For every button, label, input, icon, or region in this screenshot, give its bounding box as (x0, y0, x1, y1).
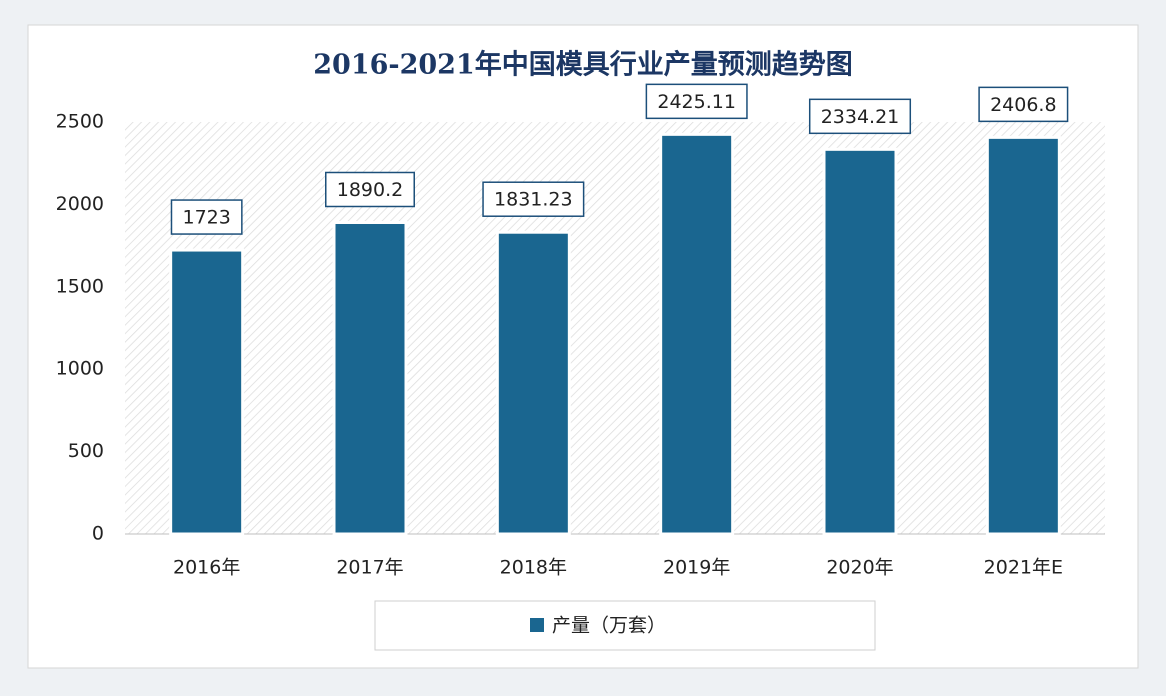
data-label: 1723 (182, 207, 230, 229)
data-label: 2406.8 (990, 94, 1056, 116)
data-label: 1831.23 (494, 189, 573, 211)
data-label: 2334.21 (821, 106, 900, 128)
y-tick-label: 0 (92, 523, 104, 545)
data-label-box (808, 98, 912, 135)
data-label-box (978, 86, 1069, 123)
y-tick-label: 2000 (56, 193, 104, 215)
bar (985, 135, 1061, 536)
x-tick-label: 2019年 (663, 557, 730, 579)
bar (659, 132, 735, 536)
x-tick-label: 2018年 (500, 557, 567, 579)
y-tick-label: 1500 (56, 275, 104, 297)
legend-marker (530, 618, 544, 632)
bar (495, 230, 571, 536)
y-tick-label: 2500 (56, 111, 104, 133)
data-label: 1890.2 (337, 179, 403, 201)
data-label: 2425.11 (657, 91, 736, 113)
y-tick-label: 1000 (56, 358, 104, 380)
data-label-box (645, 83, 748, 120)
legend-label: 产量（万套） (552, 615, 666, 637)
chart-title: 2016-2021年中国模具行业产量预测趋势图 (313, 49, 853, 81)
legend (374, 600, 876, 651)
data-label-box (482, 181, 585, 217)
x-tick-label: 2017年 (336, 557, 403, 579)
x-tick-label: 2020年 (826, 557, 893, 579)
data-label-box (325, 171, 415, 208)
x-tick-label: 2021年E (984, 557, 1063, 579)
bar (332, 220, 408, 536)
x-tick-label: 2016年 (173, 557, 240, 579)
bar (822, 147, 898, 536)
y-tick-label: 500 (68, 440, 104, 462)
data-label-box (170, 199, 243, 235)
plot-area (125, 122, 1105, 534)
bar (169, 248, 245, 536)
